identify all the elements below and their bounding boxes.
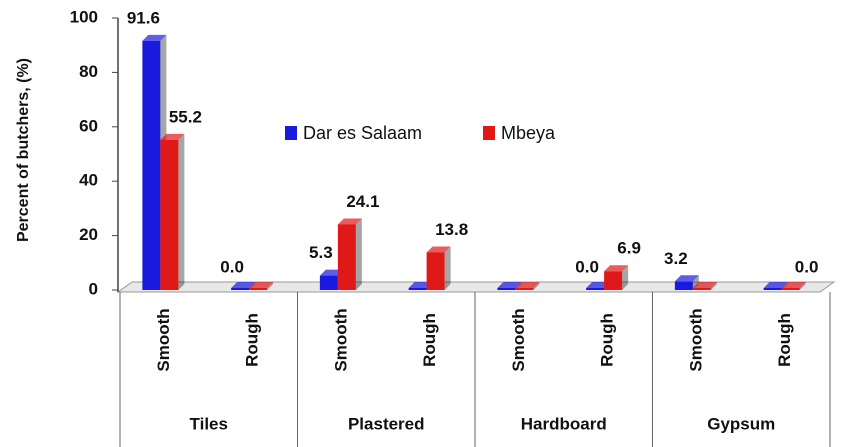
data-label: 0.0 — [220, 257, 244, 276]
x-tick-label: Rough — [420, 313, 439, 367]
bar-side — [355, 218, 362, 290]
bar-front — [426, 252, 445, 290]
legend-swatch — [285, 126, 297, 140]
legend-label: Mbeya — [501, 123, 556, 143]
bar-front — [497, 288, 516, 290]
data-label: 13.8 — [435, 220, 468, 239]
y-tick-label: 0 — [89, 279, 98, 298]
y-tick-label: 60 — [79, 116, 98, 135]
x-tick-label: Smooth — [686, 308, 705, 371]
x-tick-label: Smooth — [509, 308, 528, 371]
x-tick-label: Rough — [243, 313, 262, 367]
bar-front — [674, 281, 693, 290]
bar — [249, 282, 274, 290]
bar-side — [799, 282, 806, 290]
bar — [692, 282, 717, 290]
data-label: 0.0 — [795, 257, 819, 276]
bar-top — [781, 282, 806, 288]
bar-front — [763, 288, 782, 290]
bar — [674, 275, 699, 290]
bar-top — [515, 282, 540, 288]
group-label: Hardboard — [521, 414, 607, 433]
bar-front — [781, 288, 800, 290]
data-label: 91.6 — [127, 8, 160, 27]
bar-side — [444, 246, 451, 290]
data-label: 24.1 — [346, 192, 379, 211]
x-tick-label: Smooth — [331, 308, 350, 371]
bar-front — [231, 288, 250, 290]
group-label: Plastered — [348, 414, 425, 433]
y-tick-label: 80 — [79, 62, 98, 81]
bar-top — [674, 275, 699, 282]
bar — [604, 265, 629, 290]
data-label: 55.2 — [169, 107, 202, 126]
bar-side — [692, 275, 699, 290]
bar-front — [160, 139, 179, 290]
legend-swatch — [483, 126, 495, 140]
y-tick-label: 100 — [70, 7, 98, 26]
bar — [337, 218, 362, 290]
bar-top — [249, 282, 274, 288]
group-label: Gypsum — [707, 414, 775, 433]
bar — [426, 246, 451, 290]
bar-side — [533, 282, 540, 290]
bar — [160, 133, 185, 290]
bar-top — [692, 282, 717, 288]
group-label: Tiles — [190, 414, 228, 433]
bar-front — [692, 288, 711, 290]
bar-top — [231, 282, 256, 288]
data-label: 5.3 — [309, 243, 333, 262]
bar-side — [267, 282, 274, 290]
floor — [116, 281, 836, 293]
data-label: 6.9 — [617, 239, 641, 258]
bar-front — [319, 275, 338, 290]
x-tick-label: Rough — [598, 313, 617, 367]
bar-front — [408, 288, 427, 290]
bar-top — [337, 218, 362, 225]
bar-top — [160, 133, 185, 140]
bar-top — [497, 282, 522, 288]
bar-front — [249, 288, 268, 290]
bar-side — [178, 133, 185, 290]
bar-side — [710, 282, 717, 290]
bar-front — [604, 271, 623, 290]
y-axis-label: Percent of butchers, (%) — [15, 58, 32, 242]
bar-front — [586, 288, 605, 290]
bar-top — [426, 246, 451, 253]
bar-front — [337, 224, 356, 290]
bar — [781, 282, 806, 290]
bar-top — [142, 34, 167, 41]
y-tick-label: 20 — [79, 225, 98, 244]
y-tick-label: 40 — [79, 171, 98, 190]
bar-front — [515, 288, 534, 290]
data-label: 3.2 — [664, 249, 688, 268]
bar-front — [142, 40, 161, 291]
x-tick-label: Smooth — [154, 308, 173, 371]
bar-top — [604, 265, 629, 272]
data-label: 0.0 — [575, 257, 599, 276]
bar — [515, 282, 540, 290]
x-tick-label: Rough — [775, 313, 794, 367]
bar-side — [622, 265, 629, 290]
legend-label: Dar es Salaam — [303, 123, 422, 143]
bar-top — [763, 282, 788, 288]
